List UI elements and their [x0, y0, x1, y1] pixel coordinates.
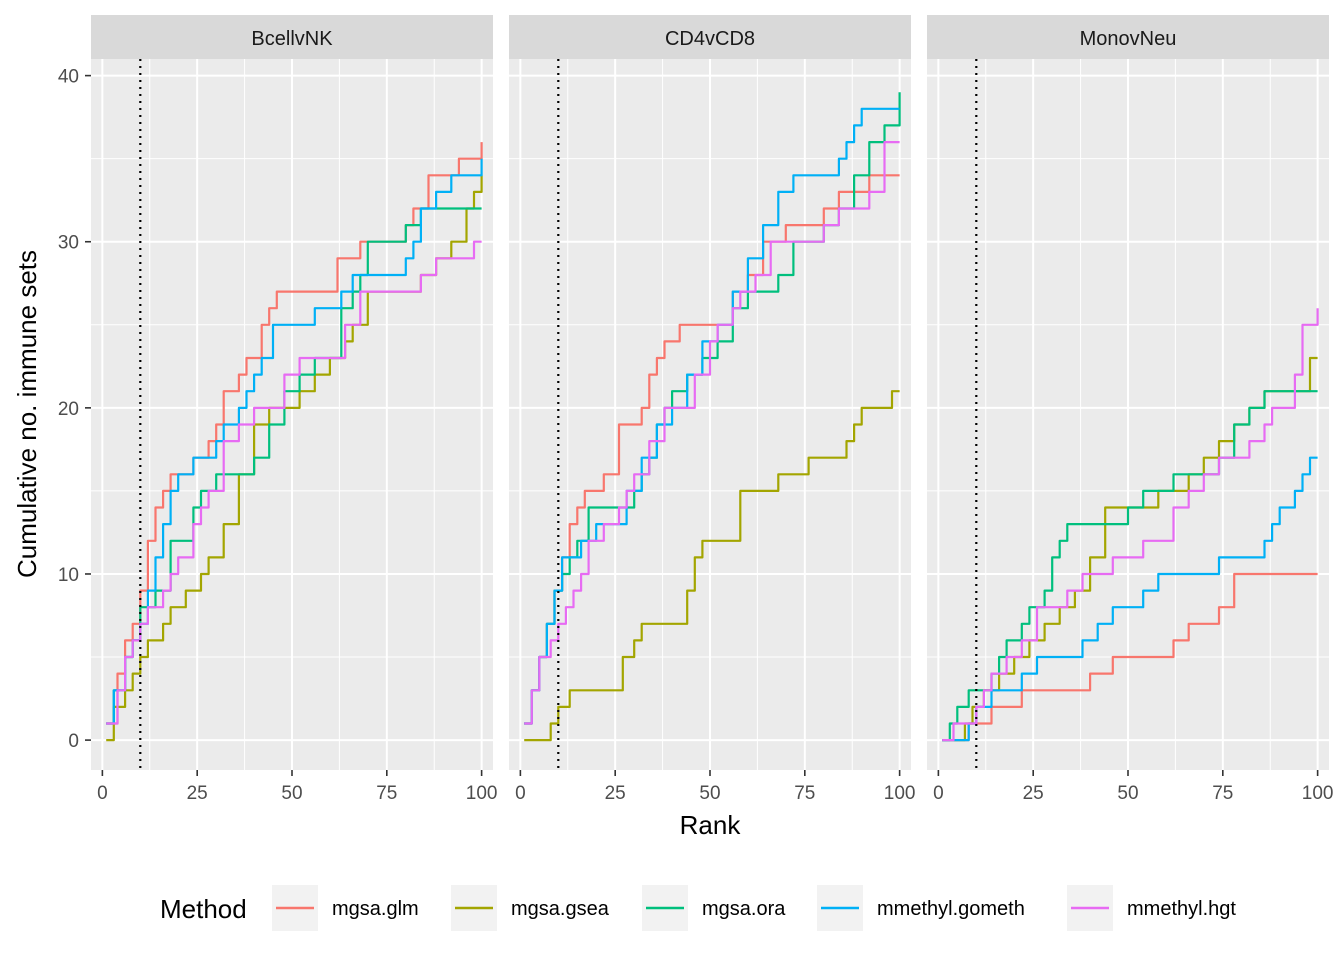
x-tick-label: 50: [1117, 783, 1138, 804]
y-tick-label: 40: [58, 67, 79, 88]
y-tick-label: 20: [58, 399, 79, 420]
legend-title: Method: [160, 894, 247, 924]
y-tick-label: 10: [58, 565, 79, 586]
series-line-mgsa.ora: [106, 207, 482, 725]
facet-strip-label: CD4vCD8: [665, 28, 755, 50]
x-tick-label: 0: [515, 783, 526, 804]
x-tick-label: 0: [933, 783, 944, 804]
x-tick-label: 0: [97, 783, 108, 804]
x-tick-label: 50: [699, 783, 720, 804]
legend: Method mgsa.glm mgsa.gsea mgsa.ora mmethyl.…: [160, 885, 1236, 931]
legend-item-mgsa.gsea: mgsa.gsea: [451, 885, 610, 931]
x-tick-label: 75: [376, 783, 397, 804]
legend-item-mmethyl.gometh: mmethyl.gometh: [817, 885, 1025, 931]
x-tick-label: 75: [1212, 783, 1233, 804]
facet-strip-label: MonovNeu: [1080, 28, 1177, 50]
x-axis-tick-labels: 0 25 50 75 100 0 25 50 75 100 0 25 50 75 100: [97, 783, 1333, 804]
series-line-mmethyl.hgt: [942, 308, 1319, 742]
series-line-mmethyl.hgt: [524, 141, 900, 725]
y-tick-label: 30: [58, 233, 79, 254]
legend-item-mmethyl.hgt: mmethyl.hgt: [1067, 885, 1236, 931]
legend-label: mgsa.glm: [332, 898, 419, 920]
panels-layer: BcellvNK CD4vCD8 MonovNeu: [91, 15, 1329, 776]
x-tick-label: 25: [605, 783, 626, 804]
y-tick-label: 0: [68, 731, 79, 752]
series-line-mmethyl.hgt: [106, 240, 482, 725]
facet-strip: [509, 15, 911, 59]
x-tick-label: 100: [1302, 783, 1334, 804]
panel-BcellvNK: BcellvNK: [91, 15, 493, 776]
x-tick-label: 25: [187, 783, 208, 804]
panel-CD4vCD8: CD4vCD8: [509, 15, 911, 776]
facet-strip: [927, 15, 1329, 59]
panel-MonovNeu: MonovNeu: [927, 15, 1329, 776]
series-line-mmethyl.gometh: [106, 158, 483, 725]
y-axis-tick-labels: 0 10 20 30 40: [58, 67, 91, 752]
facet-strip-label: BcellvNK: [251, 28, 333, 50]
legend-label: mmethyl.hgt: [1127, 898, 1236, 920]
series-line-mgsa.gsea: [524, 390, 900, 742]
x-tick-label: 100: [884, 783, 916, 804]
facet-strip: [91, 15, 493, 59]
legend-item-mgsa.ora: mgsa.ora: [642, 885, 786, 931]
x-tick-label: 100: [466, 783, 498, 804]
legend-label: mgsa.gsea: [511, 898, 610, 920]
series-line-mgsa.glm: [942, 572, 1318, 742]
y-axis-title: Cumulative no. immune sets: [12, 250, 42, 578]
x-axis-title: Rank: [680, 810, 742, 840]
legend-label: mgsa.ora: [702, 898, 786, 920]
series-line-mmethyl.gometh: [942, 456, 1318, 742]
legend-item-mgsa.glm: mgsa.glm: [272, 885, 419, 931]
x-tick-label: 75: [794, 783, 815, 804]
x-tick-label: 50: [281, 783, 302, 804]
x-tick-label: 25: [1023, 783, 1044, 804]
legend-label: mmethyl.gometh: [877, 898, 1025, 920]
